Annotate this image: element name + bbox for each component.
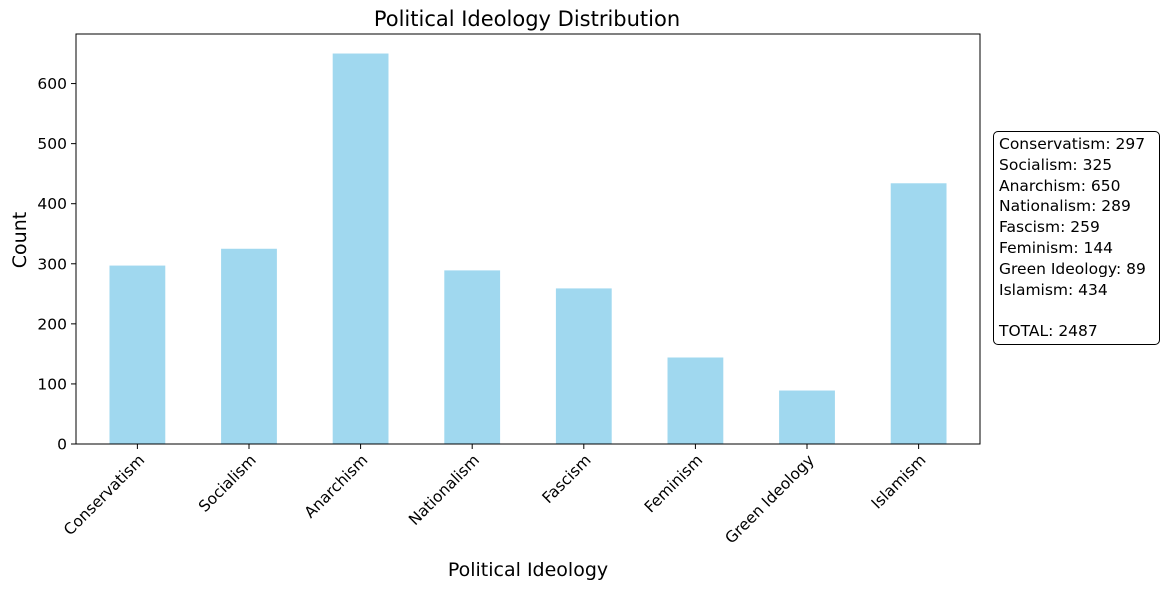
x-axis-label: Political Ideology — [448, 559, 608, 581]
y-axis-label: Count — [9, 212, 31, 268]
y-tick-label: 400 — [37, 195, 67, 213]
bar-anarchism — [332, 53, 389, 445]
summary-line: Fascism: 259 — [999, 218, 1100, 237]
x-tick-label: Feminism — [641, 451, 706, 516]
x-tick-label: Fascism — [539, 451, 595, 507]
chart-title: Political Ideology Distribution — [374, 7, 680, 31]
summary-line: Green Ideology: 89 — [999, 259, 1146, 278]
summary-line: Socialism: 325 — [999, 155, 1113, 174]
bars — [109, 53, 947, 445]
y-tick-label: 300 — [37, 255, 67, 273]
summary-spacer — [999, 300, 1159, 321]
summary-line: Anarchism: 650 — [999, 176, 1121, 195]
bar-conservatism — [109, 265, 166, 444]
bar-islamism — [890, 183, 947, 445]
bar-green-ideology — [779, 390, 835, 444]
y-tick-label: 600 — [37, 75, 67, 93]
bar-feminism — [667, 357, 724, 444]
bar-socialism — [221, 248, 277, 444]
x-tick-label: Conservatism — [60, 451, 148, 539]
y-tick-label: 0 — [57, 436, 67, 454]
bar-fascism — [555, 288, 612, 444]
bar-nationalism — [444, 270, 501, 444]
x-tick-label: Socialism — [195, 451, 260, 516]
x-tick-label: Islamism — [868, 451, 930, 513]
x-tick-label: Nationalism — [405, 451, 483, 529]
summary-annotation-box: Conservatism: 297 Socialism: 325 Anarchi… — [993, 131, 1160, 345]
y-tick-label: 500 — [37, 135, 67, 153]
summary-line: Nationalism: 289 — [999, 197, 1131, 216]
x-tick-label: Anarchism — [301, 451, 372, 522]
x-axis-ticks: Conservatism Socialism Anarchism Nationalis… — [60, 444, 929, 547]
y-tick-label: 100 — [37, 375, 67, 393]
summary-line: Conservatism: 297 — [999, 135, 1146, 153]
y-axis-ticks: 0 100 200 300 400 500 600 — [37, 75, 76, 454]
summary-total: TOTAL: 2487 — [999, 322, 1098, 341]
summary-line: Feminism: 144 — [999, 238, 1114, 257]
summary-line: Islamism: 434 — [999, 280, 1108, 299]
x-tick-label: Green Ideology — [722, 451, 818, 547]
y-tick-label: 200 — [37, 315, 67, 333]
plot-area-frame — [75, 33, 981, 445]
